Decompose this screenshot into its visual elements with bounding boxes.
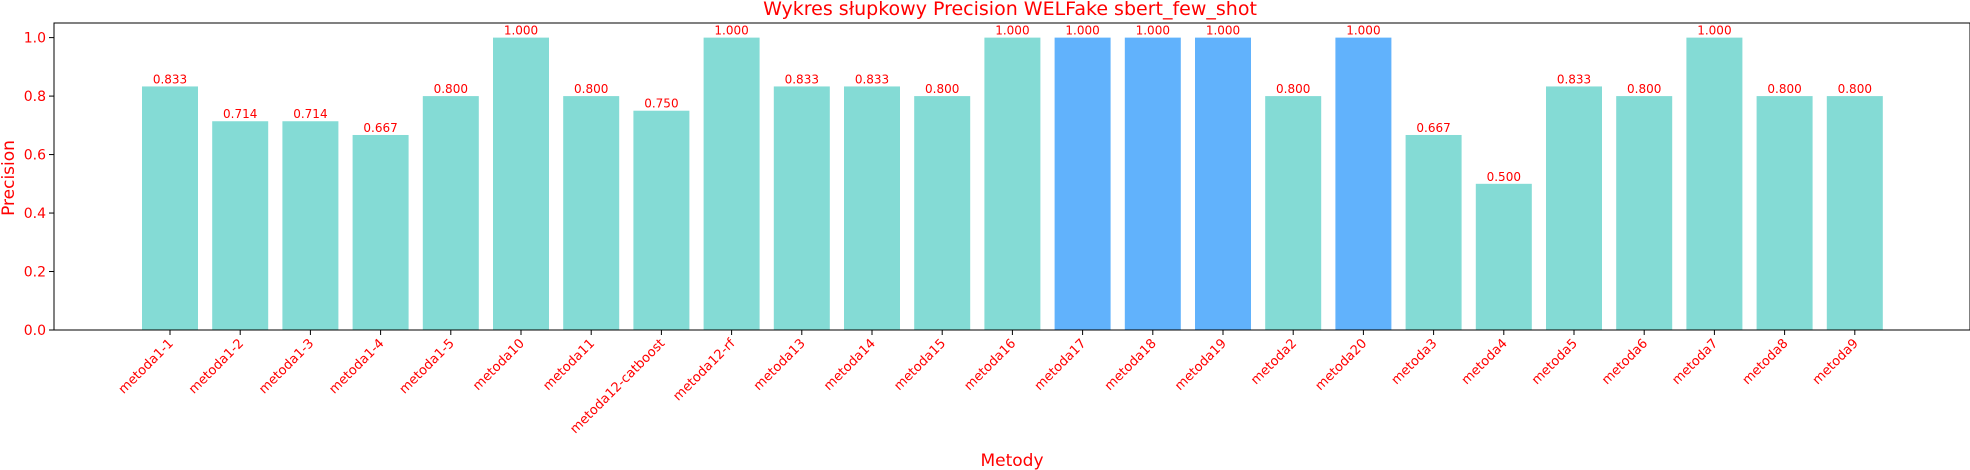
value-label-metoda7: 1.000 (1697, 24, 1731, 38)
value-label-metoda11: 0.800 (574, 82, 608, 96)
x-tick-label-metoda10: metoda10 (470, 336, 528, 394)
value-label-metoda9: 0.800 (1838, 82, 1872, 96)
y-axis: 0.0 0.2 0.4 0.6 0.8 1.0 (24, 31, 54, 339)
bar-metoda4 (1475, 183, 1532, 330)
y-tick-label-0.4: 0.4 (24, 206, 46, 222)
bar-metoda18 (1124, 37, 1181, 330)
x-tick-label-metoda19: metoda19 (1172, 336, 1230, 394)
x-tick-label-metoda1-5: metoda1-5 (397, 336, 458, 397)
bar-metoda8 (1756, 96, 1813, 330)
bar-metoda1-4 (352, 134, 409, 330)
bar-metoda20 (1335, 37, 1392, 330)
x-tick-label-metoda17: metoda17 (1032, 336, 1090, 394)
x-tick-label-metoda1-3: metoda1-3 (256, 336, 317, 397)
value-label-metoda4: 0.500 (1487, 170, 1521, 184)
x-tick-label-metoda15: metoda15 (891, 336, 949, 394)
value-label-metoda1-5: 0.800 (434, 82, 468, 96)
value-label-metoda2: 0.800 (1276, 82, 1310, 96)
x-tick-label-metoda13: metoda13 (751, 336, 809, 394)
bar-metoda1-1 (142, 86, 198, 331)
value-label-metoda5: 0.833 (1557, 72, 1591, 86)
value-label-metoda18: 1.000 (1136, 24, 1170, 38)
bar-metoda5 (1546, 86, 1602, 331)
chart-title: Wykres słupkowy Precision WELFake sbert_… (763, 0, 1257, 20)
bar-metoda15 (914, 96, 971, 330)
value-label-metoda19: 1.000 (1206, 24, 1240, 38)
bar-metoda14 (844, 86, 900, 331)
x-tick-label-metoda1-4: metoda1-4 (326, 336, 387, 397)
x-tick-label-metoda9: metoda9 (1810, 336, 1862, 388)
value-label-metoda1-3: 0.714 (293, 107, 327, 121)
bar-metoda12-rf (703, 37, 760, 330)
value-label-metoda1-1: 0.833 (153, 72, 187, 86)
y-axis-label: Precision (0, 140, 19, 216)
bar-metoda11 (563, 96, 620, 330)
value-label-metoda3: 0.667 (1416, 121, 1450, 135)
bars-group (142, 37, 1883, 331)
bar-metoda17 (1054, 37, 1111, 330)
x-tick-label-metoda16: metoda16 (962, 336, 1020, 394)
y-tick-label-0.0: 0.0 (24, 323, 46, 339)
bar-metoda6 (1616, 96, 1673, 330)
bar-metoda1-3 (282, 121, 339, 331)
x-axis: metoda1-1 metoda1-2 metoda1-3 metoda1-4 meto… (116, 330, 1862, 437)
x-tick-label-metoda2: metoda2 (1248, 336, 1300, 388)
x-tick-label-metoda8: metoda8 (1740, 336, 1792, 388)
value-label-metoda1-4: 0.667 (363, 121, 397, 135)
x-tick-label-metoda20: metoda20 (1313, 336, 1371, 394)
x-tick-label-metoda14: metoda14 (821, 336, 879, 394)
y-tick-label-1.0: 1.0 (24, 31, 46, 47)
plot-frame (53, 22, 1970, 331)
y-tick-label-0.6: 0.6 (24, 148, 46, 164)
x-tick-label-metoda5: metoda5 (1529, 336, 1581, 388)
x-tick-label-metoda6: metoda6 (1599, 336, 1651, 388)
bar-metoda1-5 (422, 96, 479, 330)
y-tick-label-0.8: 0.8 (24, 89, 46, 105)
x-tick-label-metoda11: metoda11 (540, 336, 598, 394)
value-label-metoda16: 1.000 (995, 24, 1029, 38)
bar-metoda16 (984, 37, 1041, 330)
value-label-metoda1-2: 0.714 (223, 107, 257, 121)
value-label-metoda8: 0.800 (1767, 82, 1801, 96)
value-label-metoda10: 1.000 (504, 24, 538, 38)
bar-metoda12-catboost (633, 110, 690, 330)
value-label-metoda6: 0.800 (1627, 82, 1661, 96)
value-label-metoda12-rf: 1.000 (714, 24, 748, 38)
x-tick-label-metoda7: metoda7 (1669, 336, 1721, 388)
bar-metoda2 (1265, 96, 1322, 330)
y-tick-label-0.2: 0.2 (24, 265, 46, 281)
x-tick-label-metoda4: metoda4 (1459, 336, 1511, 388)
bar-metoda10 (493, 37, 549, 330)
value-label-metoda13: 0.833 (785, 72, 819, 86)
x-tick-label-metoda1-2: metoda1-2 (186, 336, 247, 397)
bar-metoda19 (1195, 37, 1251, 330)
x-axis-label: Metody (980, 451, 1043, 470)
value-label-metoda15: 0.800 (925, 82, 959, 96)
value-labels-group: 0.833 0.714 0.714 0.667 0.800 1.000 0.800 0.750… (153, 24, 1872, 184)
bar-metoda3 (1405, 134, 1462, 330)
x-tick-label-metoda1-1: metoda1-1 (116, 336, 177, 397)
bar-metoda1-2 (212, 121, 269, 331)
bar-metoda9 (1826, 96, 1883, 330)
x-tick-label-metoda12-rf: metoda12-rf (670, 336, 738, 404)
x-tick-label-metoda18: metoda18 (1102, 336, 1160, 394)
bar-metoda7 (1686, 37, 1743, 330)
value-label-metoda17: 1.000 (1065, 24, 1099, 38)
value-label-metoda14: 0.833 (855, 72, 889, 86)
value-label-metoda20: 1.000 (1346, 24, 1380, 38)
bar-metoda13 (773, 86, 830, 331)
x-tick-label-metoda3: metoda3 (1389, 336, 1441, 388)
value-label-metoda12-catboost: 0.750 (644, 97, 678, 111)
